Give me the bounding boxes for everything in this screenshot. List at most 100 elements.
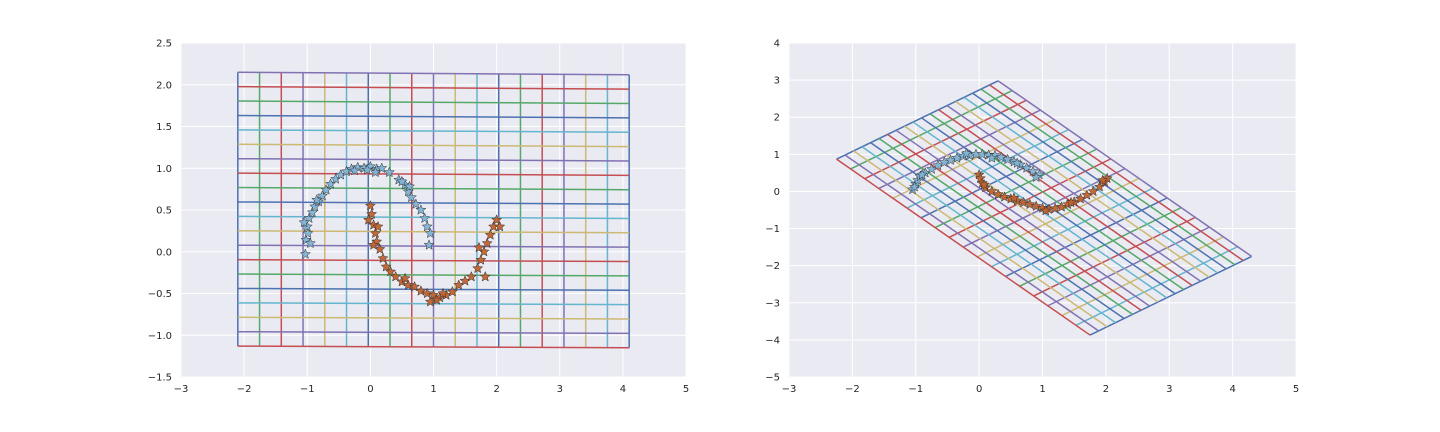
data-point: [481, 237, 493, 249]
data-point: [424, 227, 436, 239]
x-tick-label: 3: [557, 384, 563, 395]
y-tick-label: −1.5: [148, 373, 172, 384]
data-point: [405, 191, 417, 203]
mesh-grid: [237, 71, 630, 349]
y-tick-label: 1.0: [156, 164, 172, 175]
data-point: [992, 188, 1004, 200]
data-point: [410, 198, 422, 209]
mesh-row-line: [237, 215, 630, 220]
y-tick-label: −5: [765, 373, 780, 384]
mesh-column-line: [864, 99, 1027, 180]
data-point: [369, 166, 382, 178]
data-point: [383, 166, 395, 178]
x-tick-label: 2: [1103, 384, 1109, 395]
mesh-column-line: [836, 80, 999, 160]
data-point: [380, 260, 392, 272]
data-point: [303, 212, 315, 224]
series-1: [973, 168, 1113, 216]
mesh-row-line: [237, 85, 630, 90]
data-point: [367, 239, 380, 250]
x-tick-label: 0: [367, 384, 373, 395]
data-point: [415, 285, 427, 296]
mesh-row-line: [237, 172, 630, 177]
mesh-row-line: [853, 150, 1108, 328]
x-tick-label: 1: [430, 384, 436, 395]
mesh-row-line: [887, 133, 1142, 311]
x-tick-label: 5: [1293, 384, 1299, 395]
mesh-row-line: [895, 129, 1150, 307]
data-point: [986, 152, 998, 163]
mesh-row-line: [237, 201, 630, 205]
x-tick-label: −1: [908, 384, 923, 395]
data-point: [302, 227, 314, 239]
mesh-column-line: [850, 89, 1013, 170]
data-point: [1002, 153, 1014, 165]
mesh-column-line: [934, 148, 1098, 229]
y-tick-label: −1: [765, 224, 780, 235]
data-point: [1011, 157, 1023, 168]
data-point: [494, 220, 506, 232]
mesh-row-line: [237, 316, 630, 320]
data-point: [491, 214, 503, 225]
data-point: [299, 248, 311, 259]
x-tick-label: −3: [174, 384, 189, 395]
series-0: [298, 160, 436, 259]
data-point: [372, 220, 384, 232]
data-point: [306, 206, 318, 218]
data-point: [479, 270, 491, 282]
mesh-column-line: [991, 187, 1154, 268]
y-tick-label: 1.5: [156, 122, 172, 133]
mesh-column-line: [1075, 245, 1238, 326]
mesh-row-line: [963, 96, 1219, 274]
mesh-row-line: [237, 258, 630, 263]
data-point: [932, 159, 944, 171]
mesh-column-line: [920, 138, 1083, 219]
data-point: [908, 181, 921, 192]
data-point: [423, 239, 435, 250]
data-point: [376, 162, 388, 174]
mesh-column-line: [1005, 197, 1168, 278]
data-point: [419, 212, 431, 224]
data-point: [311, 194, 323, 205]
mesh-column-line: [1089, 255, 1252, 336]
mesh-row-line: [237, 100, 630, 105]
mesh-row-line: [237, 143, 630, 148]
series-0: [907, 147, 1045, 195]
data-point: [437, 287, 449, 299]
data-point: [309, 200, 321, 212]
data-point: [369, 227, 382, 239]
mesh-column-line: [1061, 236, 1224, 317]
x-tick-label: 1: [1039, 384, 1045, 395]
mesh-column-line: [1033, 216, 1196, 297]
mesh-column-line: [878, 109, 1041, 190]
mesh-row-line: [237, 114, 630, 119]
x-tick-label: 4: [1229, 384, 1235, 395]
data-point: [978, 178, 990, 190]
data-point: [403, 180, 416, 192]
x-tick-label: −2: [845, 384, 860, 395]
data-point: [1021, 162, 1033, 173]
data-point: [408, 280, 421, 292]
plot-left: −3 −2 −1 0 1 2 3 4 5 −1.5 −1.0 −0.5 0.0 0.5 1.0 1.5 2.0 2…: [148, 39, 689, 396]
x-tick-label: 2: [493, 384, 499, 395]
y-tick-label: −1.0: [148, 331, 172, 342]
mesh-column-line: [948, 158, 1112, 239]
mesh-row-line: [237, 273, 630, 277]
data-point: [1097, 174, 1109, 186]
mesh-column-line: [1047, 226, 1210, 307]
plot-right: −3 −2 −1 0 1 2 3 4 5 −5 −4 −3 −2 −1 0 1 2 3 4: [765, 39, 1299, 396]
mesh-row-line: [989, 84, 1244, 262]
y-tick-label: 2: [774, 113, 780, 124]
data-point: [974, 172, 986, 184]
mesh-column-line: [906, 128, 1069, 209]
mesh-row-line: [955, 100, 1210, 278]
data-point: [320, 184, 332, 195]
y-tick-label: −4: [765, 335, 780, 346]
x-tick-label: 3: [1166, 384, 1172, 395]
data-point: [1024, 198, 1036, 210]
y-tick-label: 0: [774, 187, 780, 198]
mesh-column-line: [1019, 206, 1182, 287]
data-point: [1055, 201, 1068, 212]
data-point: [390, 270, 402, 282]
mesh-row-line: [237, 157, 630, 162]
